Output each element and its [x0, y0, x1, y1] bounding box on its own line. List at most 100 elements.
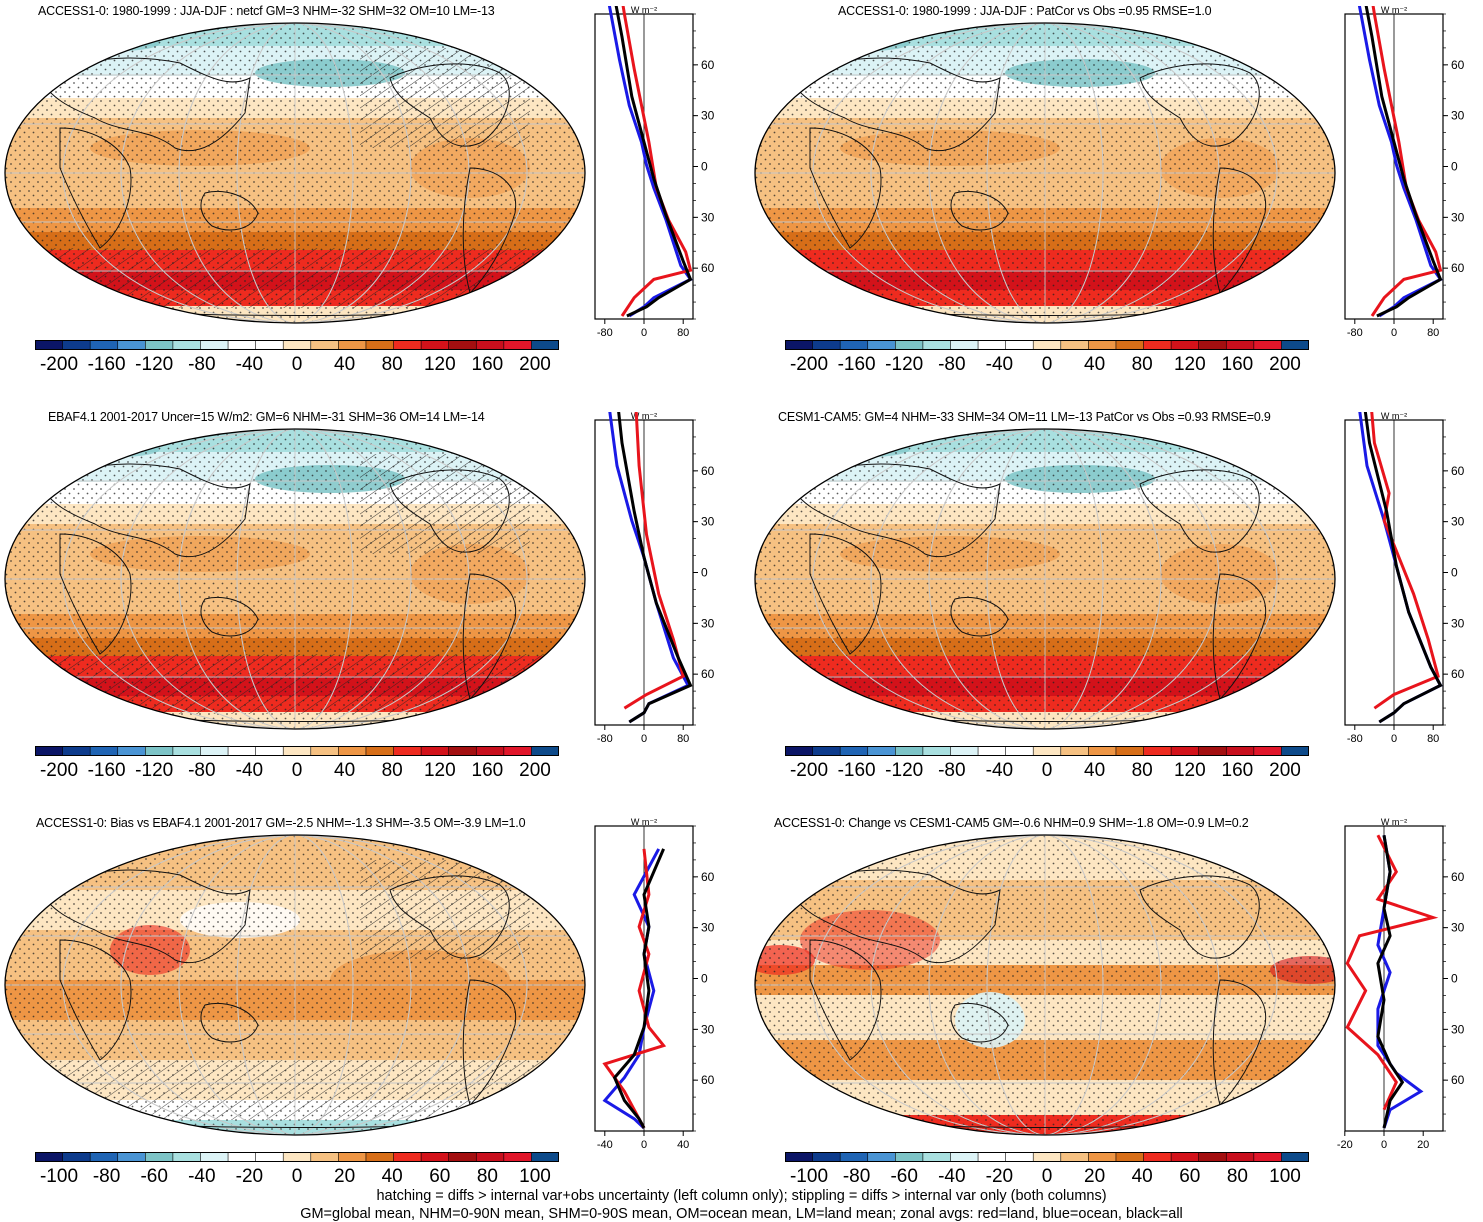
colorbar-tick-label: 40 [381, 1166, 403, 1187]
colorbar-tick-label: 80 [381, 354, 403, 375]
colorbar-swatch [1171, 340, 1200, 350]
zonal-lat-label: 60N [1451, 58, 1465, 72]
coastline [1139, 63, 1260, 147]
colorbar-tick-label: 40 [334, 760, 356, 781]
colorbar-swatch [228, 746, 257, 756]
colorbar-swatch [393, 746, 422, 756]
colorbar-swatch [503, 746, 532, 756]
colorbar-tick-label: -120 [885, 354, 924, 375]
colorbar-swatch [310, 1152, 339, 1162]
colorbar-swatch [867, 1152, 896, 1162]
coastline [389, 469, 510, 553]
colorbar-swatch [503, 1152, 532, 1162]
zonal-lat-label: 60S [1451, 1073, 1465, 1087]
colorbar-swatch [1281, 1152, 1309, 1162]
panel-title: ACCESS1-0: 1980-1999 : JJA-DJF : netcf G… [38, 4, 495, 18]
map [754, 22, 1336, 324]
coastline [200, 597, 259, 637]
colorbar-swatch [922, 746, 951, 756]
zonal-lat-label: 0 [1451, 160, 1458, 174]
colorbar-swatch [1005, 340, 1034, 350]
zonal-all-line [1364, 6, 1443, 318]
colorbar-tick-label: 60 [429, 1166, 451, 1187]
colorbar [35, 340, 559, 350]
zonal-mean-plot: 60N 30N 0 30S 60S -20 0 20 W m⁻² [1337, 818, 1465, 1151]
zonal-mean-plot: 60N 30N 0 30S 60S -80 0 80 W m⁻² [1344, 6, 1465, 339]
zonal-land-line [623, 412, 685, 710]
zonal-unit-label: W m⁻² [1381, 412, 1407, 421]
map [754, 834, 1336, 1136]
colorbar-tick-label: 0 [1041, 760, 1053, 781]
colorbar-swatch [812, 746, 841, 756]
zonal-lat-label: 60S [701, 261, 715, 275]
coastline [789, 57, 1001, 152]
colorbar-swatch [531, 1152, 559, 1162]
colorbar-swatch [1226, 746, 1255, 756]
hatching-overlay [360, 454, 530, 554]
coastline [200, 1003, 259, 1043]
zonal-x-label: 0 [1391, 733, 1397, 745]
map-border [4, 834, 586, 1136]
colorbar-swatch [785, 340, 814, 350]
colorbar-tick-label: 80 [1226, 1166, 1248, 1187]
coastline [462, 979, 517, 1106]
coastline [809, 127, 882, 249]
coastline [462, 167, 517, 294]
zonal-land-line [1370, 412, 1440, 710]
zonal-x-label: 80 [1427, 327, 1439, 339]
panel-title: EBAF4.1 2001-2017 Uncer=15 W/m2: GM=6 NH… [48, 410, 485, 424]
colorbar-tick-label: -60 [140, 1166, 168, 1187]
colorbar [785, 1152, 1309, 1162]
colorbar-swatch [503, 340, 532, 350]
coastline [950, 191, 1009, 231]
colorbar-swatch [867, 746, 896, 756]
zonal-x-label: 80 [1427, 733, 1439, 745]
colorbar-swatch [228, 1152, 257, 1162]
colorbar-tick-label: 40 [334, 354, 356, 375]
colorbar-swatch [62, 746, 91, 756]
colorbar-swatch [1198, 340, 1227, 350]
colorbar-tick-label: 0 [1041, 354, 1053, 375]
colorbar-swatch [393, 1152, 422, 1162]
colorbar-swatch [365, 746, 395, 756]
colorbar-tick-label: -80 [938, 760, 966, 781]
zonal-lat-label: 30S [701, 1022, 715, 1036]
map-border [754, 428, 1336, 730]
colorbar-swatch [117, 1152, 146, 1162]
colorbar-tick-label: 40 [1131, 1166, 1153, 1187]
colorbar-swatch [1281, 746, 1309, 756]
colorbar-tick-label: -20 [235, 1166, 264, 1187]
colorbar-swatch [950, 340, 979, 350]
colorbar-tick-label: -160 [837, 760, 876, 781]
colorbar-swatch [35, 746, 64, 756]
zonal-lat-label: 30S [701, 210, 715, 224]
colorbar-tick-label: -100 [789, 1166, 829, 1187]
zonal-mean-plot: 60N 30N 0 30S 60S -80 0 80 W m⁻² [594, 6, 715, 339]
colorbar-tick-label: 60 [1179, 1166, 1201, 1187]
colorbar-tick-label: -40 [985, 760, 1014, 781]
colorbar-swatch [476, 1152, 505, 1162]
zonal-unit-label: W m⁻² [631, 412, 657, 421]
colorbar-swatch [840, 746, 869, 756]
colorbar-swatch [1253, 1152, 1282, 1162]
zonal-lat-label: 0 [701, 972, 708, 986]
colorbar-tick-label: -200 [789, 354, 829, 375]
colorbar-swatch [1060, 746, 1089, 756]
colorbar-tick-label: 200 [519, 760, 551, 781]
zonal-x-label: 0 [641, 1139, 647, 1151]
coastline [1139, 875, 1260, 959]
colorbar-tick-label: -120 [135, 760, 174, 781]
colorbar-swatch [785, 1152, 814, 1162]
colorbar-swatch [200, 746, 229, 756]
colorbar-swatch [145, 340, 174, 350]
zonal-lat-label: 0 [701, 566, 708, 580]
colorbar-tick-label: -160 [87, 760, 126, 781]
colorbar [35, 746, 559, 756]
colorbar-swatch [448, 1152, 477, 1162]
map-field [4, 428, 586, 730]
colorbar [785, 340, 1309, 350]
zonal-x-label: -20 [1337, 1139, 1353, 1151]
zonal-lat-label: 30S [1451, 1022, 1465, 1036]
coastline [59, 533, 132, 655]
colorbar-swatch [895, 340, 924, 350]
